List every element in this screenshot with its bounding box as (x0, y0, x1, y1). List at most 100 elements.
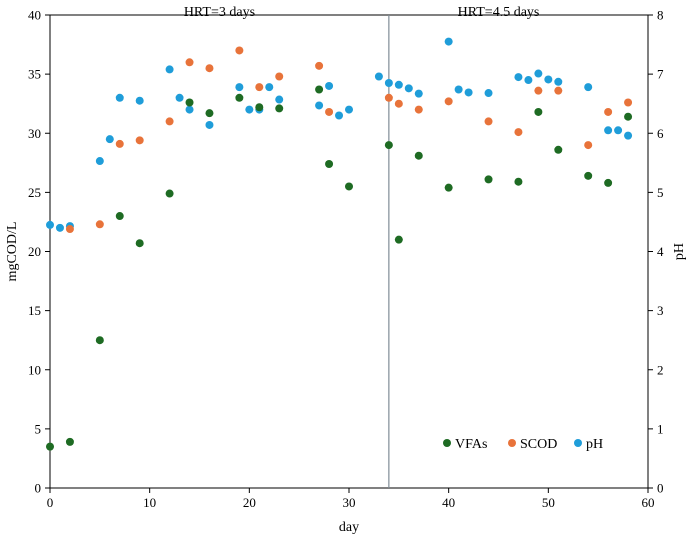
legend-marker-scod (508, 439, 516, 447)
legend-marker-vfas (443, 439, 451, 447)
data-point-vfas (205, 109, 214, 118)
data-point-vfas (165, 189, 174, 198)
y2-tick-label: 3 (657, 303, 664, 318)
data-point-scod (384, 93, 393, 102)
y2-tick-label: 7 (657, 67, 664, 82)
data-point-vfas (624, 112, 633, 121)
y-tick-label: 10 (28, 362, 41, 377)
data-point-scod (604, 107, 613, 116)
data-point-scod (275, 72, 284, 81)
data-point-vfas (384, 141, 393, 150)
data-point-scod (65, 225, 74, 234)
legend-label-vfas: VFAs (455, 437, 487, 452)
y-tick-label: 5 (35, 421, 42, 436)
y-tick-label: 40 (28, 8, 41, 23)
data-point-scod (205, 64, 214, 73)
data-point-scod (325, 107, 334, 116)
data-point-vfas (315, 85, 324, 94)
legend: VFAs SCOD pH (443, 437, 603, 452)
data-point-vfas (444, 183, 453, 192)
y-tick-label: 30 (28, 126, 41, 141)
data-point-ph (534, 69, 543, 78)
y2-tick-label: 8 (657, 8, 664, 23)
data-point-ph (325, 81, 334, 90)
data-point-ph (335, 111, 344, 120)
data-point-ph (185, 105, 194, 114)
y2-tick-label: 1 (657, 421, 664, 436)
y-tick-label: 35 (28, 67, 41, 82)
data-point-ph (245, 105, 254, 114)
x-tick-label: 40 (442, 495, 455, 510)
annotation-hrt-3-days: HRT=3 days (184, 5, 255, 20)
y2-tick-label: 0 (657, 481, 664, 496)
x-tick-label: 20 (243, 495, 256, 510)
data-point-vfas (95, 336, 104, 345)
legend-label-scod: SCOD (520, 437, 557, 452)
data-point-ph (394, 80, 403, 89)
data-point-vfas (46, 442, 54, 451)
data-point-vfas (584, 171, 593, 180)
data-point-scod (534, 86, 543, 95)
data-point-ph (205, 120, 214, 129)
data-point-ph (165, 65, 174, 74)
annotation-hrt-4-5-days: HRT=4.5 days (458, 5, 540, 20)
y-tick-label: 0 (35, 481, 42, 496)
data-point-ph (464, 88, 473, 97)
x-tick-label: 0 (47, 495, 54, 510)
data-point-ph (614, 126, 623, 135)
data-point-vfas (514, 177, 523, 186)
data-point-scod (255, 83, 264, 92)
data-point-scod (414, 105, 423, 114)
x-axis-title: day (339, 520, 359, 535)
legend-marker-ph (574, 439, 582, 447)
data-point-scod (115, 139, 124, 148)
data-point-scod (484, 117, 493, 126)
data-point-ph (95, 157, 104, 166)
data-point-ph (275, 95, 284, 104)
data-point-ph (115, 93, 124, 102)
data-point-vfas (554, 145, 563, 154)
data-point-vfas (135, 239, 144, 248)
data-point-scod (444, 97, 453, 106)
data-point-vfas (325, 159, 334, 168)
data-point-scod (135, 136, 144, 145)
data-point-ph (604, 126, 613, 135)
y2-tick-label: 5 (657, 185, 664, 200)
y-tick-label: 15 (28, 303, 41, 318)
data-point-ph (454, 85, 463, 94)
data-point-ph (315, 101, 324, 110)
data-point-scod (185, 58, 194, 67)
data-point-scod (394, 99, 403, 108)
data-point-ph (544, 75, 553, 84)
y-axis-title: mgCOD/L (5, 222, 20, 282)
x-tick-label: 30 (343, 495, 356, 510)
x-tick-label: 10 (143, 495, 156, 510)
data-point-vfas (235, 93, 244, 102)
data-point-vfas (255, 103, 264, 112)
data-point-ph (105, 135, 114, 144)
y-tick-label: 25 (28, 185, 41, 200)
data-point-ph (235, 83, 244, 92)
data-point-ph (135, 96, 144, 105)
legend-label-ph: pH (586, 437, 603, 452)
data-point-ph (175, 93, 184, 102)
data-point-ph (514, 73, 523, 82)
marks-layer (46, 37, 633, 451)
data-point-ph (374, 72, 383, 81)
text-layer: day mgCOD/L pH HRT=3 days HRT=4.5 days (5, 5, 687, 535)
data-point-ph (624, 131, 633, 140)
data-point-ph (404, 84, 413, 93)
data-point-vfas (115, 212, 124, 221)
data-point-vfas (345, 182, 353, 191)
data-point-vfas (414, 151, 423, 160)
y2-tick-label: 4 (657, 244, 664, 259)
data-point-scod (235, 46, 244, 55)
data-point-ph (414, 89, 423, 98)
data-point-ph (524, 76, 533, 85)
data-point-ph (46, 220, 54, 229)
data-point-ph (55, 223, 64, 232)
data-point-vfas (185, 98, 194, 107)
